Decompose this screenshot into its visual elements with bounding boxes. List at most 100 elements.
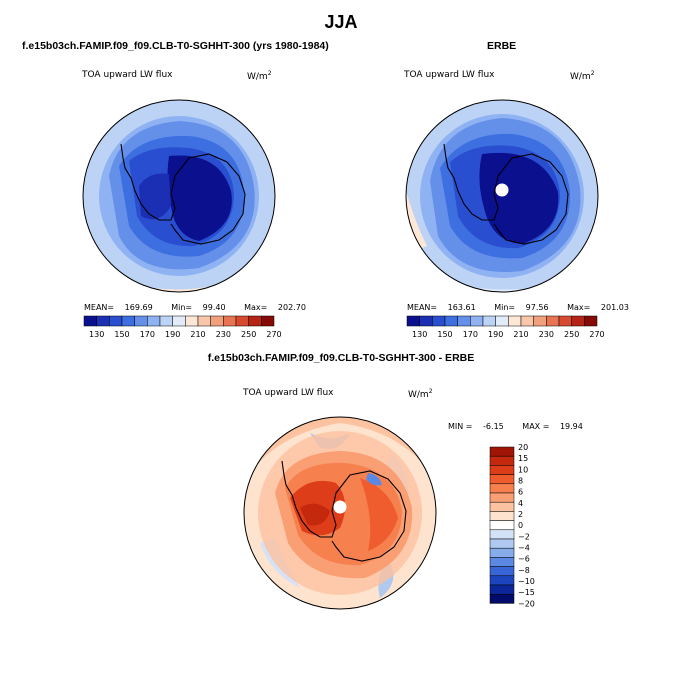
panel1-colorbar-swatch (223, 315, 237, 327)
panel1-colorbar-tick-label: 170 (140, 330, 155, 339)
panel1-colorbar-swatch (109, 315, 123, 327)
panel2-colorbar-swatch (495, 315, 509, 327)
panel3-colorbar-tick-label: 2 (518, 510, 523, 519)
panel3-colorbar-tick-label: 20 (518, 443, 528, 452)
panel3-colorbar-swatch (489, 474, 515, 485)
panel1-colorbar-tick-label: 190 (165, 330, 180, 339)
panel3-colorbar-swatch (489, 529, 515, 540)
panel1-colorbar-swatch (248, 315, 262, 327)
panel2-polar-map (405, 99, 599, 293)
panel3-colorbar-tick-label: −8 (518, 566, 530, 575)
panel3-colorbar-swatch (489, 575, 515, 586)
panel2-colorbar-swatch (508, 315, 522, 327)
panel1-colorbar-tick-label: 130 (89, 330, 104, 339)
panel1-colorbar-swatch (159, 315, 173, 327)
panel3-colorbar-tick-label: 10 (518, 465, 528, 474)
panel3-colorbar-tick-label: −2 (518, 532, 530, 541)
panel2-colorbar-swatch (533, 315, 547, 327)
panel3-colorbar-tick-label: −4 (518, 544, 530, 553)
panel3-colorbar-swatch (489, 465, 515, 475)
panel3-colorbar-swatch (489, 455, 515, 466)
panel3-colorbar-tick-label: 8 (518, 477, 523, 486)
panel2-units-label: W/m2 (570, 70, 595, 82)
panel2-colorbar-swatch (571, 315, 585, 327)
panel1-colorbar-tick-label: 270 (266, 330, 281, 339)
panel3-colorbar-tick-label: −10 (518, 577, 535, 586)
panel3-colorbar-swatch (489, 501, 515, 512)
panel2-colorbar-swatch (457, 315, 471, 327)
panel2-colorbar-swatch (406, 315, 420, 327)
panel2-colorbar-tick-label: 210 (513, 330, 528, 339)
panel1-colorbar-tick-label: 250 (241, 330, 256, 339)
panel2-colorbar-swatch (558, 315, 572, 327)
panel2-colorbar-swatch (584, 315, 598, 327)
panel3-colorbar-swatch (489, 557, 515, 567)
panel3-colorbar-tick-label: 4 (518, 499, 523, 508)
panel3-variable-label: TOA upward LW flux (243, 388, 334, 398)
panel3-antarctica-coastline (281, 460, 407, 562)
panel1-units-label: W/m2 (247, 70, 272, 82)
panel2-colorbar-tick-label: 250 (564, 330, 579, 339)
panel1-colorbar-swatch (261, 315, 275, 327)
panel1-colorbar-tick-label: 210 (190, 330, 205, 339)
panel3-colorbar-swatch (489, 483, 515, 494)
panel3-colorbar-swatch (489, 538, 515, 549)
panel1-colorbar-swatch (147, 315, 161, 327)
panel1-colorbar-swatch (210, 315, 224, 327)
panel1-title: f.e15b03ch.FAMIP.f09_f09.CLB-T0-SGHHT-30… (22, 40, 329, 52)
panel1-colorbar-swatch (185, 315, 199, 327)
panel1-colorbar-swatch (172, 315, 186, 327)
panel2-pole-missing-data (495, 183, 509, 197)
panel2-colorbar-swatch (432, 315, 446, 327)
panel2-colorbar-tick-label: 270 (589, 330, 604, 339)
panel3-pole-missing-data (333, 500, 347, 514)
panel3-colorbar-swatch (489, 446, 515, 457)
panel1-polar-map (82, 99, 276, 293)
panel1-colorbar-swatch (121, 315, 135, 327)
panel1-colorbar-swatch (83, 315, 97, 327)
panel2-colorbar-tick-label: 230 (539, 330, 554, 339)
panel3-colorbar-tick-label: 15 (518, 454, 528, 463)
panel3-stats: MIN = -6.15 MAX = 19.94 (448, 422, 583, 431)
panel3-colorbar-tick-label: 0 (518, 521, 523, 530)
panel1-colorbar-swatch (96, 315, 110, 327)
panel2-variable-label: TOA upward LW flux (404, 70, 495, 80)
panel2-colorbar-swatch (470, 315, 484, 327)
panel2-colorbar: 130 150 170 190 210 230 250 270 (406, 315, 605, 339)
panel2-colorbar-tick-label: 130 (412, 330, 427, 339)
panel3-colorbar-tick-label: −20 (518, 599, 535, 608)
panel1-stats: MEAN= 169.69 Min= 99.40 Max= 202.70 (84, 303, 306, 312)
panel3-title: f.e15b03ch.FAMIP.f09_f09.CLB-T0-SGHHT-30… (207, 352, 475, 364)
panel3-colorbar-swatch (489, 520, 515, 531)
panel2-colorbar-swatch (419, 315, 433, 327)
panel1-colorbar-swatch (134, 315, 148, 327)
panel1-colorbar-swatch (197, 315, 211, 327)
panel1-colorbar: 130 150 170 190 210 230 250 270 (83, 315, 282, 339)
panel3-colorbar-swatch (489, 547, 515, 558)
panel3-colorbar-tick-label: −15 (518, 588, 535, 597)
panel3-colorbar-swatch (489, 511, 515, 521)
page-title: JJA (324, 12, 358, 32)
panel3-colorbar-tick-label: −6 (518, 555, 530, 564)
panel2-stats: MEAN= 163.61 Min= 97.56 Max= 201.03 (407, 303, 629, 312)
panel3-colorbar-swatch (489, 492, 515, 503)
panel2-colorbar-swatch (520, 315, 534, 327)
panel2-colorbar-swatch (546, 315, 560, 327)
panel2-title: ERBE (487, 40, 517, 52)
panel2-colorbar-tick-label: 190 (488, 330, 503, 339)
panel2-antarctica-coastline (443, 143, 569, 245)
panel1-colorbar-tick-label: 150 (114, 330, 129, 339)
panel2-colorbar-swatch (444, 315, 458, 327)
panel3-colorbar-swatch (489, 584, 515, 595)
panel1-antarctica-coastline (120, 143, 246, 245)
panel1-colorbar-tick-label: 230 (216, 330, 231, 339)
panel2-colorbar-tick-label: 150 (437, 330, 452, 339)
panel1-variable-label: TOA upward LW flux (82, 70, 173, 80)
panel2-colorbar-swatch (482, 315, 496, 327)
panel3-colorbar-swatch (489, 566, 515, 577)
panel3-units-label: W/m2 (408, 388, 433, 400)
panel1-colorbar-swatch (235, 315, 249, 327)
panel2-colorbar-tick-label: 170 (463, 330, 478, 339)
panel3-colorbar-swatch (489, 593, 515, 604)
